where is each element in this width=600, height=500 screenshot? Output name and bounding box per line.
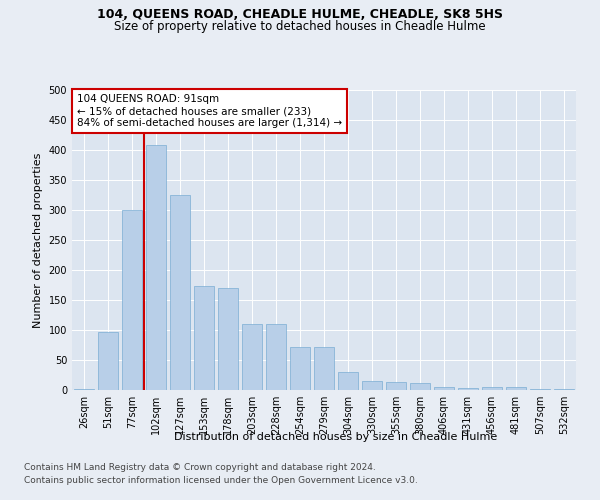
Bar xyxy=(458,388,478,390)
Bar xyxy=(218,288,238,390)
Bar xyxy=(482,387,502,390)
Text: Contains HM Land Registry data © Crown copyright and database right 2024.: Contains HM Land Registry data © Crown c… xyxy=(24,464,376,472)
Bar xyxy=(266,324,286,390)
Bar xyxy=(314,347,334,390)
Bar xyxy=(146,145,166,390)
Bar xyxy=(194,286,214,390)
Bar xyxy=(530,389,550,390)
Bar xyxy=(98,332,118,390)
Bar xyxy=(338,372,358,390)
Bar xyxy=(170,195,190,390)
Bar xyxy=(290,347,310,390)
Text: 104, QUEENS ROAD, CHEADLE HULME, CHEADLE, SK8 5HS: 104, QUEENS ROAD, CHEADLE HULME, CHEADLE… xyxy=(97,8,503,20)
Text: Size of property relative to detached houses in Cheadle Hulme: Size of property relative to detached ho… xyxy=(114,20,486,33)
Bar xyxy=(386,382,406,390)
Text: Contains public sector information licensed under the Open Government Licence v3: Contains public sector information licen… xyxy=(24,476,418,485)
Text: Distribution of detached houses by size in Cheadle Hulme: Distribution of detached houses by size … xyxy=(175,432,497,442)
Y-axis label: Number of detached properties: Number of detached properties xyxy=(33,152,43,328)
Bar xyxy=(362,381,382,390)
Bar xyxy=(242,324,262,390)
Bar xyxy=(554,389,574,390)
Text: 104 QUEENS ROAD: 91sqm
← 15% of detached houses are smaller (233)
84% of semi-de: 104 QUEENS ROAD: 91sqm ← 15% of detached… xyxy=(77,94,342,128)
Bar xyxy=(506,387,526,390)
Bar xyxy=(74,389,94,390)
Bar xyxy=(122,210,142,390)
Bar xyxy=(410,383,430,390)
Bar xyxy=(434,387,454,390)
